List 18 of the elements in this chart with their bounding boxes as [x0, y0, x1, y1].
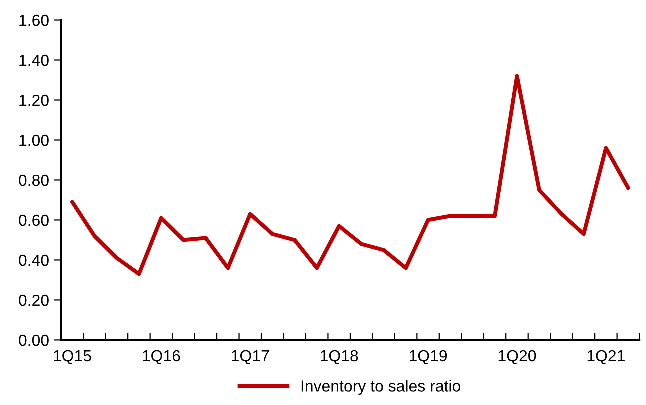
y-tick-label: 0.20 [19, 294, 49, 306]
x-tick-label: 1Q21 [588, 350, 625, 365]
legend-label: Inventory to sales ratio [302, 380, 460, 396]
y-tick-label: 0.80 [19, 174, 49, 186]
x-tick-label: 1Q20 [498, 350, 536, 365]
y-tick-label: 1.20 [20, 94, 49, 106]
x-tick-label: 1Q19 [410, 350, 448, 365]
y-tick-label: 1.00 [20, 134, 49, 146]
y-tick-label: 0.40 [19, 254, 49, 266]
y-tick-label: 0.60 [19, 214, 49, 226]
x-tick-label: 1Q17 [232, 350, 270, 365]
x-tick-label: 1Q16 [143, 350, 180, 365]
x-tick-label: 1Q18 [321, 350, 358, 365]
line-series [70, 74, 630, 276]
y-tick-label: 1.40 [20, 54, 49, 66]
y-tick-label: 1.60 [20, 14, 49, 26]
x-tick-label: 1Q15 [54, 350, 92, 365]
y-tick-label: 0.00 [19, 334, 49, 346]
